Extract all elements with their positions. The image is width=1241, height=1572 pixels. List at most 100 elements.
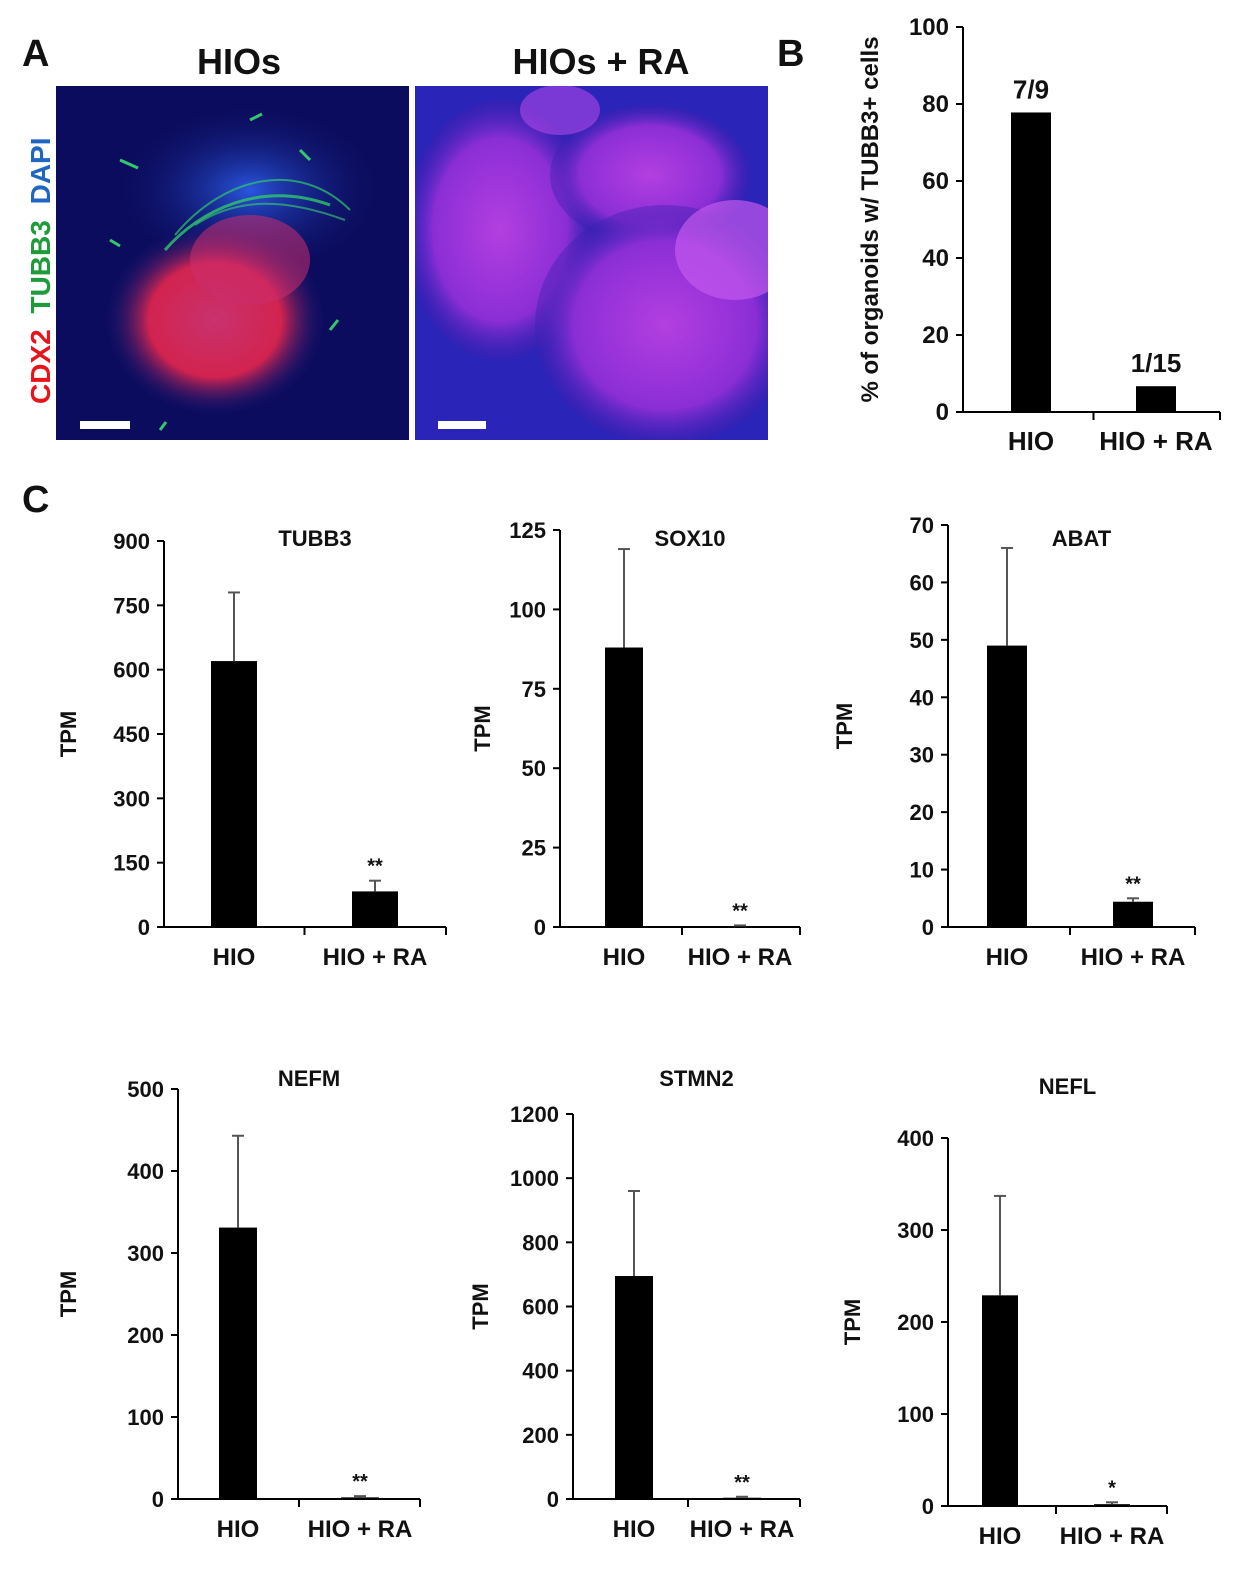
- chart-title: ABAT: [1052, 526, 1112, 551]
- y-tick-label: 300: [897, 1218, 934, 1243]
- significance-marker: **: [1125, 873, 1141, 895]
- bar-label: 1/15: [1131, 348, 1182, 378]
- y-tick-label: 600: [522, 1295, 559, 1320]
- significance-marker: **: [352, 1471, 368, 1493]
- chart-title: NEFL: [1039, 1074, 1096, 1099]
- y-tick-label: 10: [910, 858, 934, 883]
- y-tick-label: 0: [152, 1487, 164, 1512]
- y-tick-label: 40: [922, 245, 949, 272]
- x-tick-label: HIO + RA: [690, 1516, 795, 1543]
- y-tick-label: 100: [909, 14, 949, 41]
- y-tick-label: 100: [897, 1402, 934, 1427]
- panel-b-letter: B: [777, 33, 804, 75]
- y-tick-label: 200: [127, 1323, 164, 1348]
- stain-label-tubb3: TUBB3: [25, 220, 56, 313]
- y-tick-label: 50: [910, 628, 934, 653]
- bar: [605, 647, 643, 927]
- y-tick-label: 40: [910, 685, 934, 710]
- significance-marker: **: [367, 856, 383, 878]
- y-tick-label: 0: [138, 915, 150, 940]
- x-tick-label: HIO: [979, 1523, 1022, 1550]
- y-tick-label: 200: [897, 1310, 934, 1335]
- bar: [721, 926, 759, 928]
- y-axis-label: TPM: [470, 705, 495, 751]
- y-axis-label: TPM: [840, 1299, 865, 1345]
- chart-title: STMN2: [659, 1066, 734, 1091]
- panel-a-title-left: HIOs: [197, 41, 281, 82]
- y-tick-label: 25: [522, 836, 546, 861]
- y-tick-label: 0: [547, 1487, 559, 1512]
- chart-sox10: 0 25 50 75 100 125 TPM SOX10 HIO ** HIO + RA: [470, 518, 801, 971]
- y-axis-label: TPM: [56, 711, 81, 757]
- y-tick-label: 200: [522, 1423, 559, 1448]
- y-tick-label: 0: [534, 915, 546, 940]
- panel-a-letter: A: [22, 33, 49, 75]
- x-tick-label: HIO + RA: [1081, 944, 1186, 971]
- chart-title: NEFM: [278, 1066, 340, 1091]
- y-axis-label: % of organoids w/ TUBB3+ cells: [857, 36, 884, 402]
- y-tick-label: 400: [127, 1159, 164, 1184]
- x-tick-label: HIO + RA: [323, 944, 428, 971]
- y-tick-label: 900: [113, 529, 150, 554]
- bar-label: 7/9: [1013, 74, 1049, 104]
- bar: [341, 1497, 379, 1499]
- y-tick-label: 600: [113, 658, 150, 683]
- y-tick-label: 1000: [510, 1166, 559, 1191]
- y-tick-label: 0: [922, 915, 934, 940]
- x-tick-label: HIO + RA: [1060, 1523, 1165, 1550]
- y-tick-label: 60: [922, 168, 949, 195]
- stain-label: CDX2 TUBB3 DAPI: [25, 137, 56, 404]
- chart-nefl: 0 100 200 300 400 TPM NEFL HIO * HIO + RA: [840, 1074, 1168, 1550]
- bar: [1011, 112, 1051, 412]
- bar: [1136, 386, 1176, 412]
- y-tick-label: 750: [113, 593, 150, 618]
- y-tick-label: 20: [922, 322, 949, 349]
- micrograph-hio-ra: [415, 86, 768, 440]
- bar: [352, 891, 398, 927]
- panel-c-letter: C: [22, 479, 49, 521]
- y-tick-label: 0: [922, 1494, 934, 1519]
- y-tick-label: 50: [522, 756, 546, 781]
- y-tick-label: 300: [127, 1241, 164, 1266]
- x-tick-label: HIO: [603, 944, 646, 971]
- y-tick-label: 800: [522, 1230, 559, 1255]
- bar: [987, 645, 1027, 927]
- significance-marker: **: [732, 900, 748, 922]
- chart-stmn2: 0 200 400 600 800 1000 1200 TPM STMN2 HIO ** HIO + …: [468, 1066, 801, 1543]
- chart-tubb3: 0 150 300 450 600 750 900 TPM TUBB3 HIO ** HIO + RA: [56, 526, 447, 971]
- x-tick-label: HIO + RA: [308, 1516, 413, 1543]
- y-tick-label: 0: [936, 399, 949, 426]
- x-tick-label: HIO: [986, 944, 1029, 971]
- y-tick-label: 20: [910, 800, 934, 825]
- x-tick-label: HIO: [1008, 426, 1054, 456]
- x-tick-label: HIO: [213, 944, 256, 971]
- y-tick-label: 400: [897, 1126, 934, 1151]
- micrograph-hio: [56, 86, 409, 440]
- bar: [219, 1227, 257, 1499]
- bar: [211, 661, 257, 927]
- x-tick-label: HIO + RA: [688, 944, 793, 971]
- y-tick-label: 80: [922, 91, 949, 118]
- y-tick-label: 100: [509, 597, 546, 622]
- y-tick-label: 125: [509, 518, 546, 543]
- y-tick-label: 450: [113, 722, 150, 747]
- significance-marker: **: [734, 1472, 750, 1494]
- y-tick-label: 150: [113, 851, 150, 876]
- stain-label-dapi: DAPI: [25, 137, 56, 204]
- y-tick-label: 100: [127, 1405, 164, 1430]
- x-tick-label: HIO: [613, 1516, 656, 1543]
- bar: [723, 1497, 761, 1499]
- y-tick-label: 400: [522, 1359, 559, 1384]
- chart-abat: 0 10 20 30 40 50 60 70 TPM ABAT HIO ** HIO + RA: [832, 513, 1196, 971]
- y-tick-label: 300: [113, 786, 150, 811]
- y-tick-label: 500: [127, 1077, 164, 1102]
- y-tick-label: 60: [910, 570, 934, 595]
- stain-label-cdx2: CDX2: [25, 329, 56, 404]
- bar: [615, 1276, 653, 1499]
- panel-a-title-right: HIOs + RA: [512, 41, 689, 82]
- y-tick-label: 30: [910, 743, 934, 768]
- y-axis-label: TPM: [468, 1283, 493, 1329]
- significance-marker: *: [1108, 1477, 1116, 1499]
- chart-title: SOX10: [655, 526, 726, 551]
